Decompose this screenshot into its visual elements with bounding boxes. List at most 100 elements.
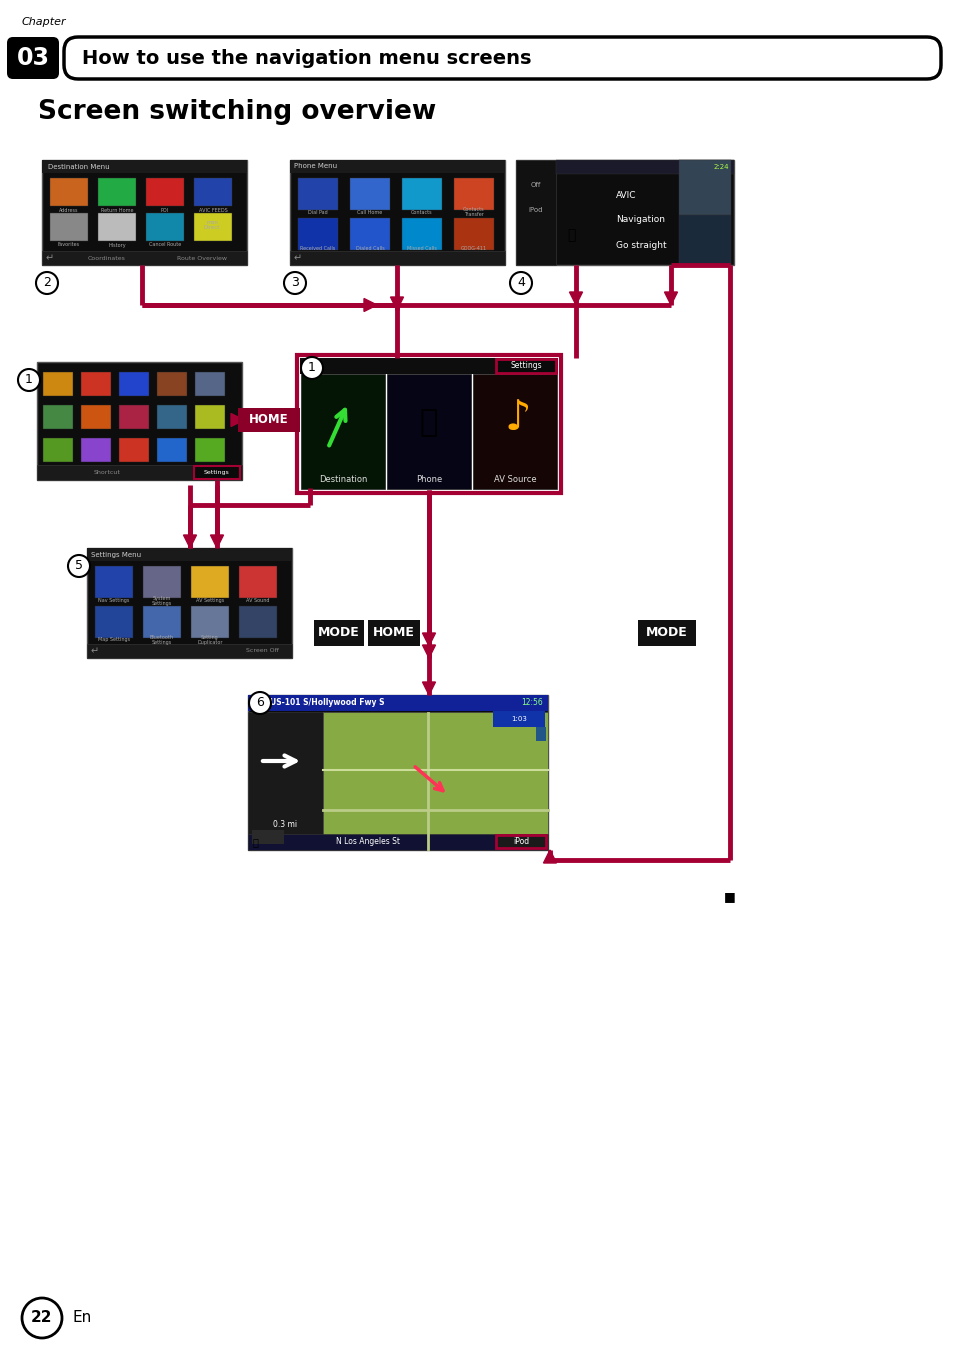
Bar	[42, 160, 247, 173]
Bar	[516, 160, 733, 265]
Bar	[299, 358, 558, 375]
Bar	[290, 251, 504, 265]
Text: 1: 1	[25, 373, 33, 387]
Bar	[248, 695, 547, 711]
Bar	[193, 178, 232, 206]
Bar	[290, 160, 504, 173]
Bar	[290, 160, 504, 265]
Text: 1: 1	[308, 361, 315, 375]
Text: Cancel Route: Cancel Route	[149, 242, 181, 247]
Bar	[95, 566, 132, 598]
Bar	[493, 711, 544, 727]
Polygon shape	[664, 292, 677, 306]
Text: Route Overview: Route Overview	[177, 256, 227, 261]
Bar	[119, 372, 149, 396]
Bar	[143, 606, 181, 638]
Polygon shape	[422, 633, 435, 646]
Bar	[37, 465, 242, 480]
Text: Return Home: Return Home	[101, 207, 133, 212]
Bar	[119, 406, 149, 429]
Bar	[146, 214, 184, 241]
Text: Favorites: Favorites	[58, 242, 80, 247]
Circle shape	[18, 369, 40, 391]
Text: 1:03: 1:03	[511, 717, 526, 722]
Bar	[81, 406, 111, 429]
Bar	[496, 360, 556, 373]
Bar	[454, 218, 494, 250]
Text: Received Calls: Received Calls	[300, 246, 335, 250]
Bar	[146, 178, 184, 206]
Bar	[496, 836, 545, 848]
Text: POI: POI	[161, 207, 169, 212]
Circle shape	[284, 272, 306, 293]
Polygon shape	[422, 645, 435, 658]
Text: GOOG-411: GOOG-411	[460, 246, 487, 250]
Text: msn
Direct: msn Direct	[204, 219, 220, 230]
Text: ↵: ↵	[91, 646, 99, 656]
Circle shape	[510, 272, 532, 293]
Text: 🔵: 🔵	[566, 228, 575, 242]
Text: Contacts: Contacts	[411, 210, 433, 215]
FancyBboxPatch shape	[64, 37, 940, 78]
Bar	[95, 606, 132, 638]
Bar	[37, 362, 242, 480]
Bar	[297, 178, 337, 210]
Bar	[193, 466, 240, 479]
Polygon shape	[364, 299, 376, 311]
Bar	[248, 713, 323, 849]
Bar	[87, 548, 292, 658]
Text: System
Settings: System Settings	[152, 596, 172, 607]
Bar	[454, 178, 494, 210]
Text: Call Home: Call Home	[357, 210, 382, 215]
Bar	[516, 160, 556, 265]
Bar	[314, 621, 364, 646]
Bar	[191, 606, 229, 638]
Text: Screen switching overview: Screen switching overview	[38, 99, 436, 124]
Text: 🧭: 🧭	[253, 837, 258, 846]
Text: Navigation: Navigation	[616, 215, 664, 224]
Bar	[81, 438, 111, 462]
Bar	[401, 178, 441, 210]
Bar	[43, 406, 73, 429]
Circle shape	[68, 556, 90, 577]
Polygon shape	[569, 292, 582, 306]
Bar	[323, 713, 547, 849]
Bar	[119, 438, 149, 462]
Text: Setting
Duplicator: Setting Duplicator	[197, 634, 222, 645]
Text: Screen Off: Screen Off	[245, 649, 278, 653]
Bar	[237, 408, 299, 433]
Text: Shortcut: Shortcut	[93, 470, 120, 476]
Bar	[50, 214, 88, 241]
Bar	[87, 644, 292, 658]
Text: Contacts
Transfer: Contacts Transfer	[463, 207, 484, 218]
Text: Settings: Settings	[204, 470, 230, 476]
Text: Phone: Phone	[416, 476, 441, 484]
Bar	[42, 160, 247, 265]
Circle shape	[36, 272, 58, 293]
Text: Settings: Settings	[510, 361, 541, 370]
Bar	[556, 160, 733, 174]
Bar	[81, 372, 111, 396]
Text: Chapter: Chapter	[22, 18, 67, 27]
Text: Destination: Destination	[318, 476, 367, 484]
Text: HOME: HOME	[249, 414, 289, 426]
Bar	[252, 830, 284, 844]
Text: En: En	[73, 1310, 92, 1325]
Bar	[679, 160, 730, 215]
Bar	[98, 214, 136, 241]
Text: HOME: HOME	[373, 626, 415, 639]
Text: 3: 3	[291, 277, 298, 289]
Bar	[43, 372, 73, 396]
Bar	[43, 438, 73, 462]
Text: Dialed Calls: Dialed Calls	[355, 246, 384, 250]
Polygon shape	[231, 414, 244, 426]
Bar	[98, 178, 136, 206]
Circle shape	[22, 1298, 62, 1338]
Bar	[248, 834, 547, 850]
Bar	[473, 375, 557, 489]
Text: Nav Settings: Nav Settings	[98, 599, 130, 603]
Text: Bluetooth
Settings: Bluetooth Settings	[150, 634, 173, 645]
Bar	[194, 372, 225, 396]
Bar	[157, 438, 187, 462]
Text: How to use the navigation menu screens: How to use the navigation menu screens	[82, 49, 531, 68]
